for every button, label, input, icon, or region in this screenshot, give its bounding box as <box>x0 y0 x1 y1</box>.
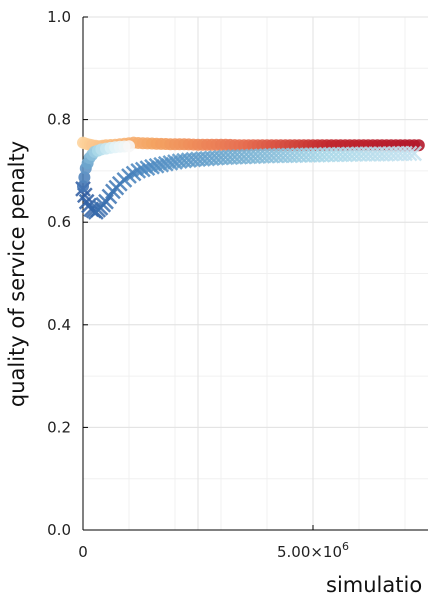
series1-point <box>139 160 156 177</box>
y-tick-label: 0.6 <box>47 213 71 231</box>
x-stroke <box>148 157 165 174</box>
series1-point <box>134 161 151 178</box>
x-stroke <box>76 187 93 204</box>
series1-point <box>406 145 423 162</box>
tick-labels: 0.0 0.2 0.4 0.6 0.8 1.0 0 5.00×106 <box>47 8 349 561</box>
x-stroke <box>121 168 137 184</box>
y-axis-label: quality of service penalty <box>5 141 29 407</box>
series1-point <box>148 157 165 174</box>
x-stroke <box>401 145 418 162</box>
x-stroke <box>125 165 142 182</box>
grid <box>83 16 428 531</box>
x-stroke <box>406 145 423 162</box>
series1-point <box>144 158 160 175</box>
series1-point <box>130 163 147 179</box>
series2-point <box>78 171 91 184</box>
x-stroke <box>139 160 156 177</box>
x-stroke <box>144 158 160 175</box>
x-tick-label: 0 <box>78 543 88 561</box>
y-tick-label: 1.0 <box>47 8 71 26</box>
axes <box>82 16 428 531</box>
series1-point <box>401 145 418 162</box>
series2-point <box>77 180 89 193</box>
y-tick-label: 0.4 <box>47 316 71 334</box>
y-tick-label: 0.0 <box>47 521 71 539</box>
series1-point <box>125 165 142 182</box>
x-tick-label: 5.00×106 <box>277 540 349 561</box>
x-stroke <box>134 161 151 178</box>
y-tick-label: 0.8 <box>47 111 71 129</box>
series1-point <box>121 168 137 184</box>
y-tick-label: 0.2 <box>47 418 71 436</box>
series2-point <box>123 140 135 153</box>
marks <box>75 136 425 220</box>
x-axis-label: simulatio <box>326 573 422 597</box>
x-stroke <box>130 163 147 179</box>
